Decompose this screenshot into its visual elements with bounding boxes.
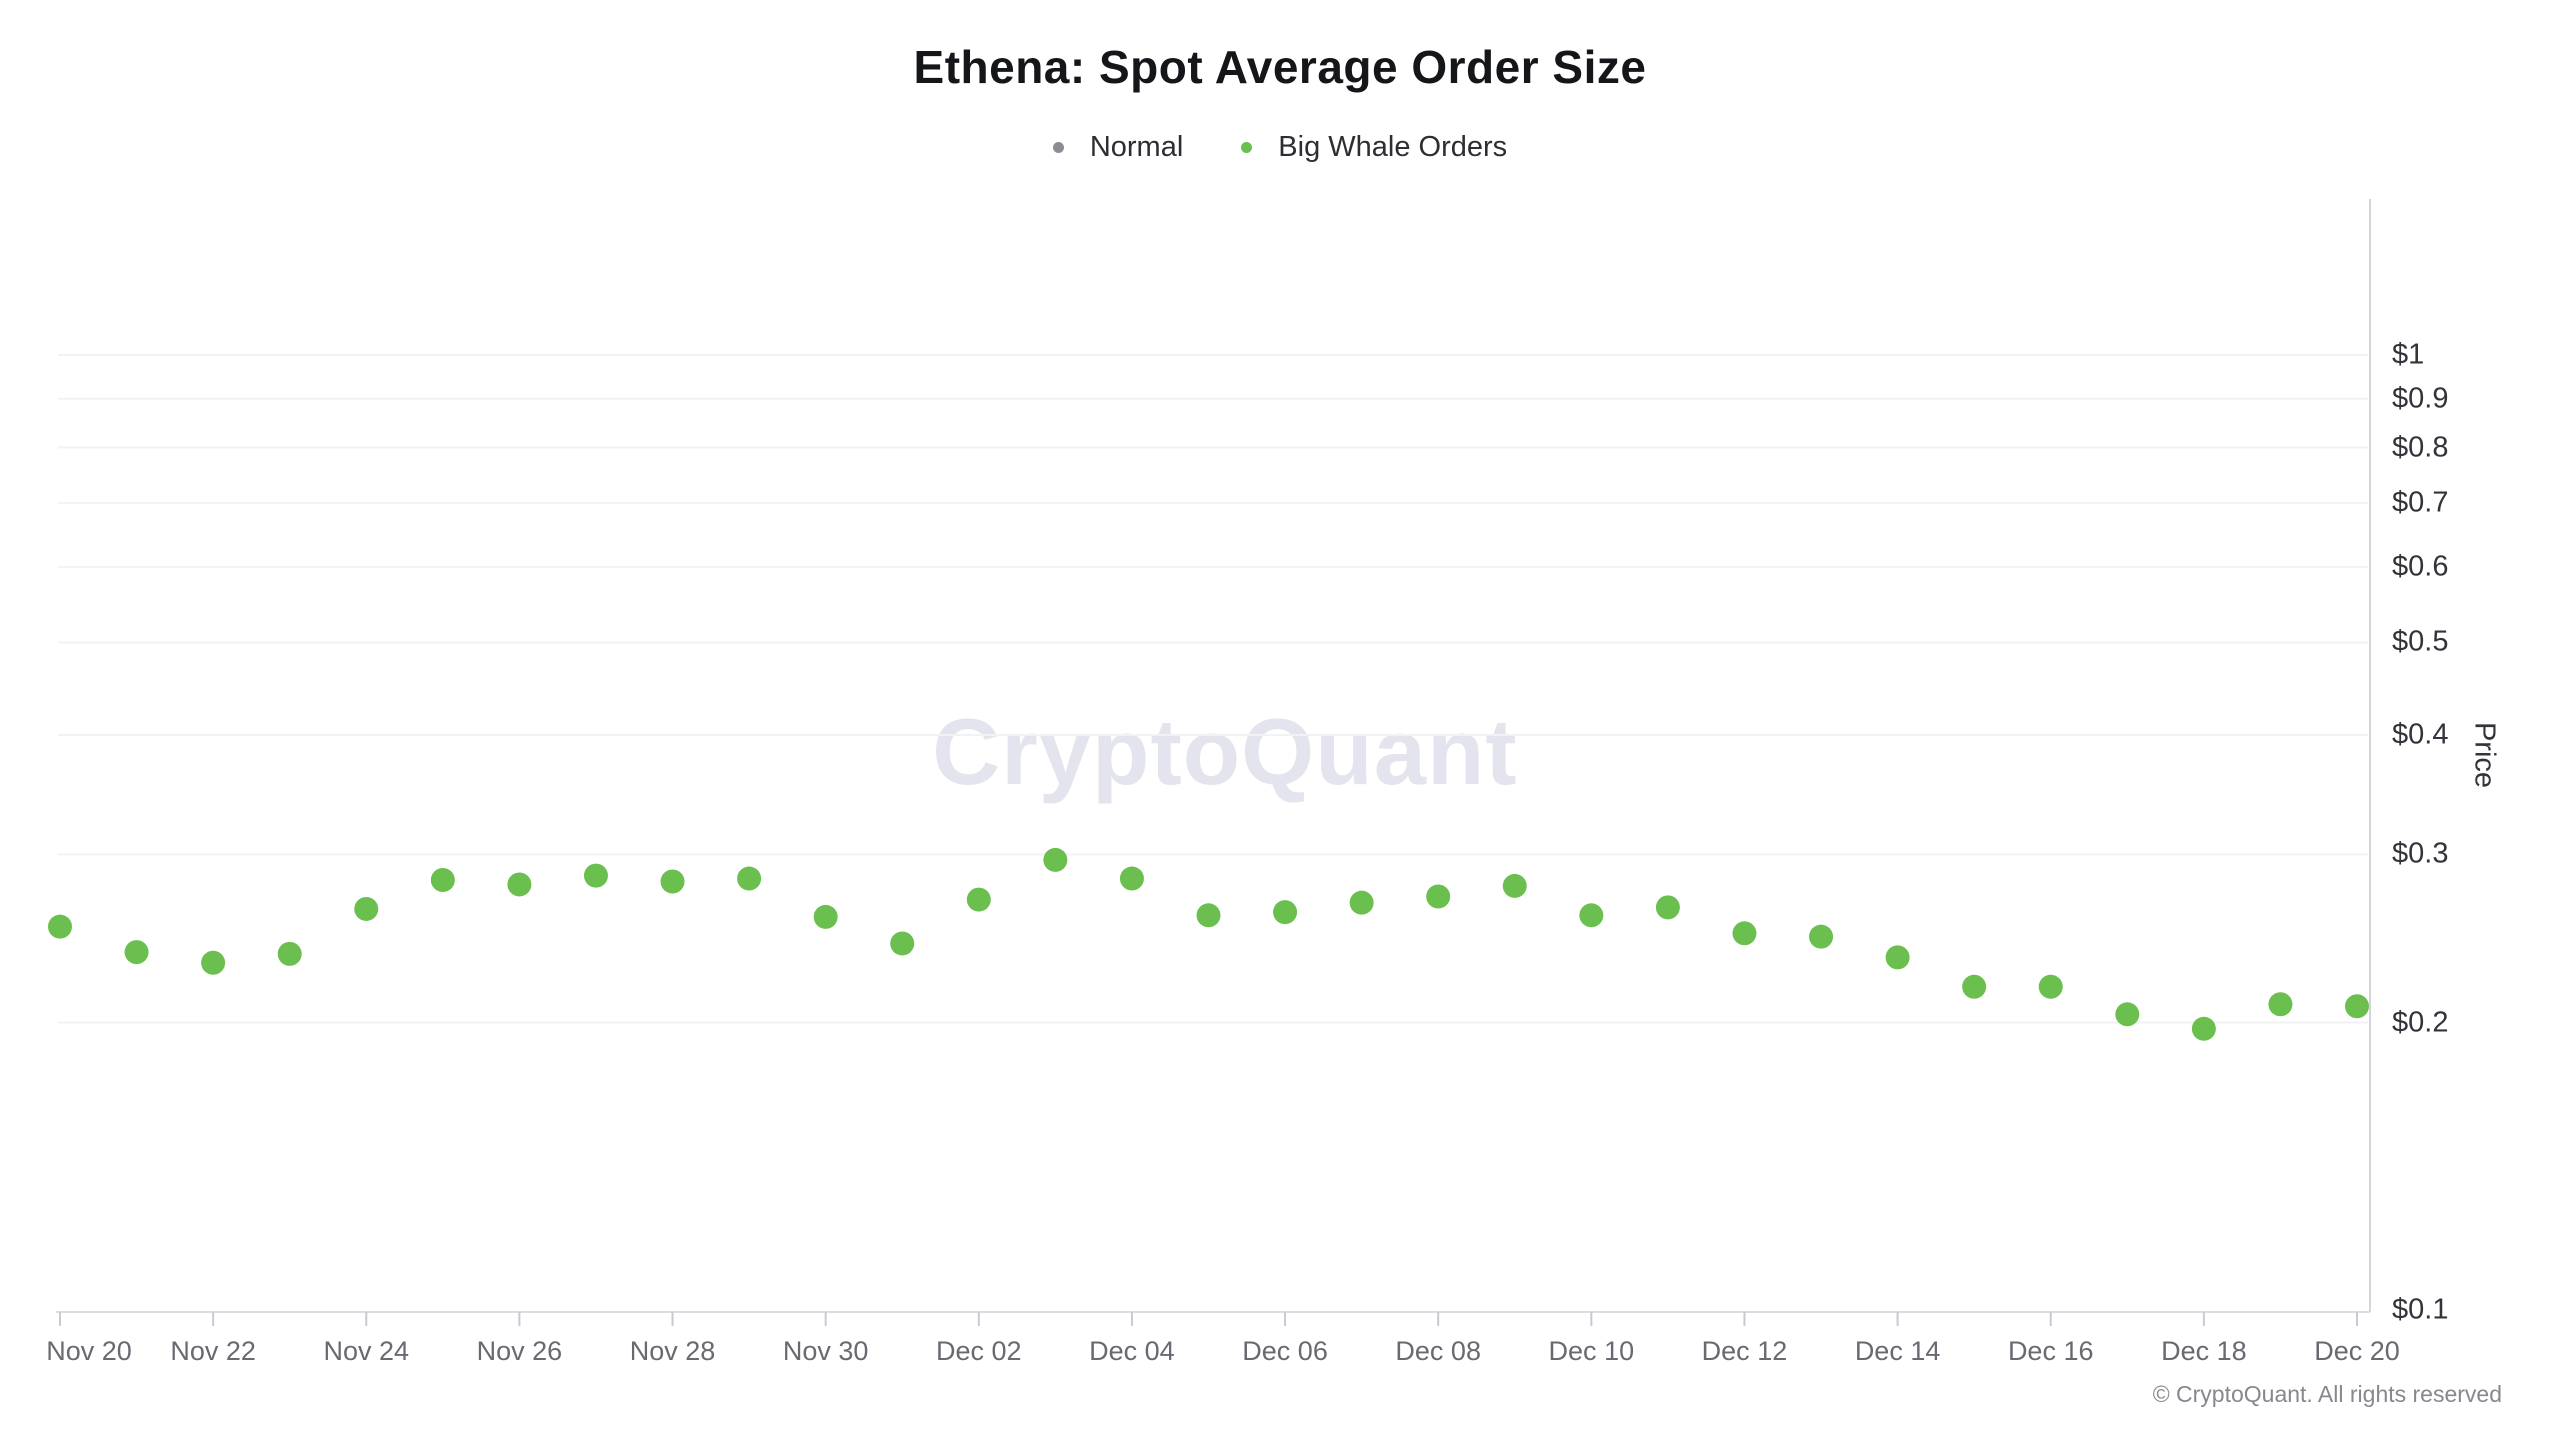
x-tick-label: Dec 02 — [936, 1336, 1022, 1366]
y-axis-title: Price — [2468, 721, 2501, 789]
scatter-point — [48, 914, 72, 939]
scatter-point — [1043, 847, 1068, 872]
legend-dot-icon-normal — [1052, 141, 1064, 153]
chart-title: Ethena: Spot Average Order Size — [913, 41, 1647, 93]
scatter-point — [2268, 992, 2293, 1017]
y-tick-label: $0.8 — [2392, 431, 2449, 464]
x-tick-label: Dec 14 — [1854, 1336, 1941, 1366]
scatter-point — [737, 866, 762, 891]
legend-item-normal[interactable]: Normal — [1052, 130, 1184, 164]
legend-label-normal: Normal — [1089, 130, 1184, 163]
x-tick-label: Dec 08 — [1395, 1336, 1481, 1366]
scatter-point — [660, 869, 685, 894]
x-tick-label: Dec 10 — [1548, 1336, 1635, 1366]
scatter-point — [1885, 945, 1910, 970]
x-tick-label: Dec 04 — [1089, 1336, 1175, 1366]
y-tick-label: $0.3 — [2392, 837, 2449, 870]
y-tick-label: $0.1 — [2392, 1293, 2449, 1326]
copyright-text: © CryptoQuant. All rights reserved — [2152, 1381, 2502, 1407]
x-tick-label: Nov 30 — [782, 1336, 869, 1366]
scatter-point — [1809, 924, 1834, 949]
scatter-point — [1273, 900, 1298, 925]
scatter-point — [1426, 884, 1451, 909]
y-tick-label: $0.5 — [2392, 625, 2449, 658]
legend-item-big-whale-orders[interactable]: Big Whale Orders — [1241, 131, 1507, 164]
x-tick-label: Nov 28 — [629, 1336, 716, 1366]
y-tick-label: $0.2 — [2392, 1006, 2449, 1039]
x-tick-label: Dec 20 — [2314, 1336, 2400, 1366]
x-tick-label: Nov 26 — [476, 1336, 563, 1366]
scatter-point — [1655, 895, 1680, 920]
scatter-point — [2345, 994, 2369, 1019]
scatter-point — [583, 863, 608, 888]
x-tick-label: Nov 22 — [170, 1336, 256, 1366]
scatter-point — [2115, 1002, 2140, 1027]
scatter-point — [201, 950, 226, 975]
legend: Normal Big Whale Orders — [0, 128, 2560, 166]
y-tick-label: $0.6 — [2392, 550, 2449, 583]
scatter-point — [277, 941, 302, 966]
y-tick-label: $1 — [2392, 338, 2425, 371]
x-tick-label: Dec 12 — [1701, 1336, 1788, 1366]
scatter-point — [354, 896, 379, 921]
scatter-point — [1119, 866, 1144, 891]
scatter-point — [430, 868, 455, 893]
scatter-point — [1962, 974, 1987, 999]
scatter-point — [2191, 1016, 2216, 1041]
x-tick-label: Nov 24 — [323, 1336, 410, 1366]
scatter-point — [1579, 903, 1604, 928]
x-tick-label: Dec 16 — [2007, 1336, 2094, 1366]
scatter-point — [1732, 921, 1757, 946]
scatter-point — [2038, 974, 2063, 999]
x-tick-label: Dec 18 — [2161, 1336, 2247, 1366]
scatter-point — [124, 940, 149, 965]
scatter-point — [890, 931, 915, 956]
scatter-point — [813, 904, 838, 929]
scatter-point — [507, 872, 532, 897]
y-tick-label: $0.9 — [2392, 382, 2449, 415]
scatter-point — [1502, 873, 1527, 898]
x-tick-label: Nov 20 — [46, 1336, 132, 1366]
legend-dot-icon-big-whale-orders — [1241, 141, 1253, 153]
legend-label-big-whale-orders: Big Whale Orders — [1278, 130, 1508, 163]
cryptoquant-watermark: CryptoQuant — [932, 699, 1518, 804]
y-tick-label: $0.7 — [2392, 486, 2449, 519]
y-tick-label: $0.4 — [2392, 718, 2449, 751]
scatter-point — [966, 887, 991, 912]
scatter-point — [1196, 903, 1221, 928]
scatter-point — [1349, 890, 1374, 915]
x-tick-label: Dec 06 — [1242, 1336, 1328, 1366]
